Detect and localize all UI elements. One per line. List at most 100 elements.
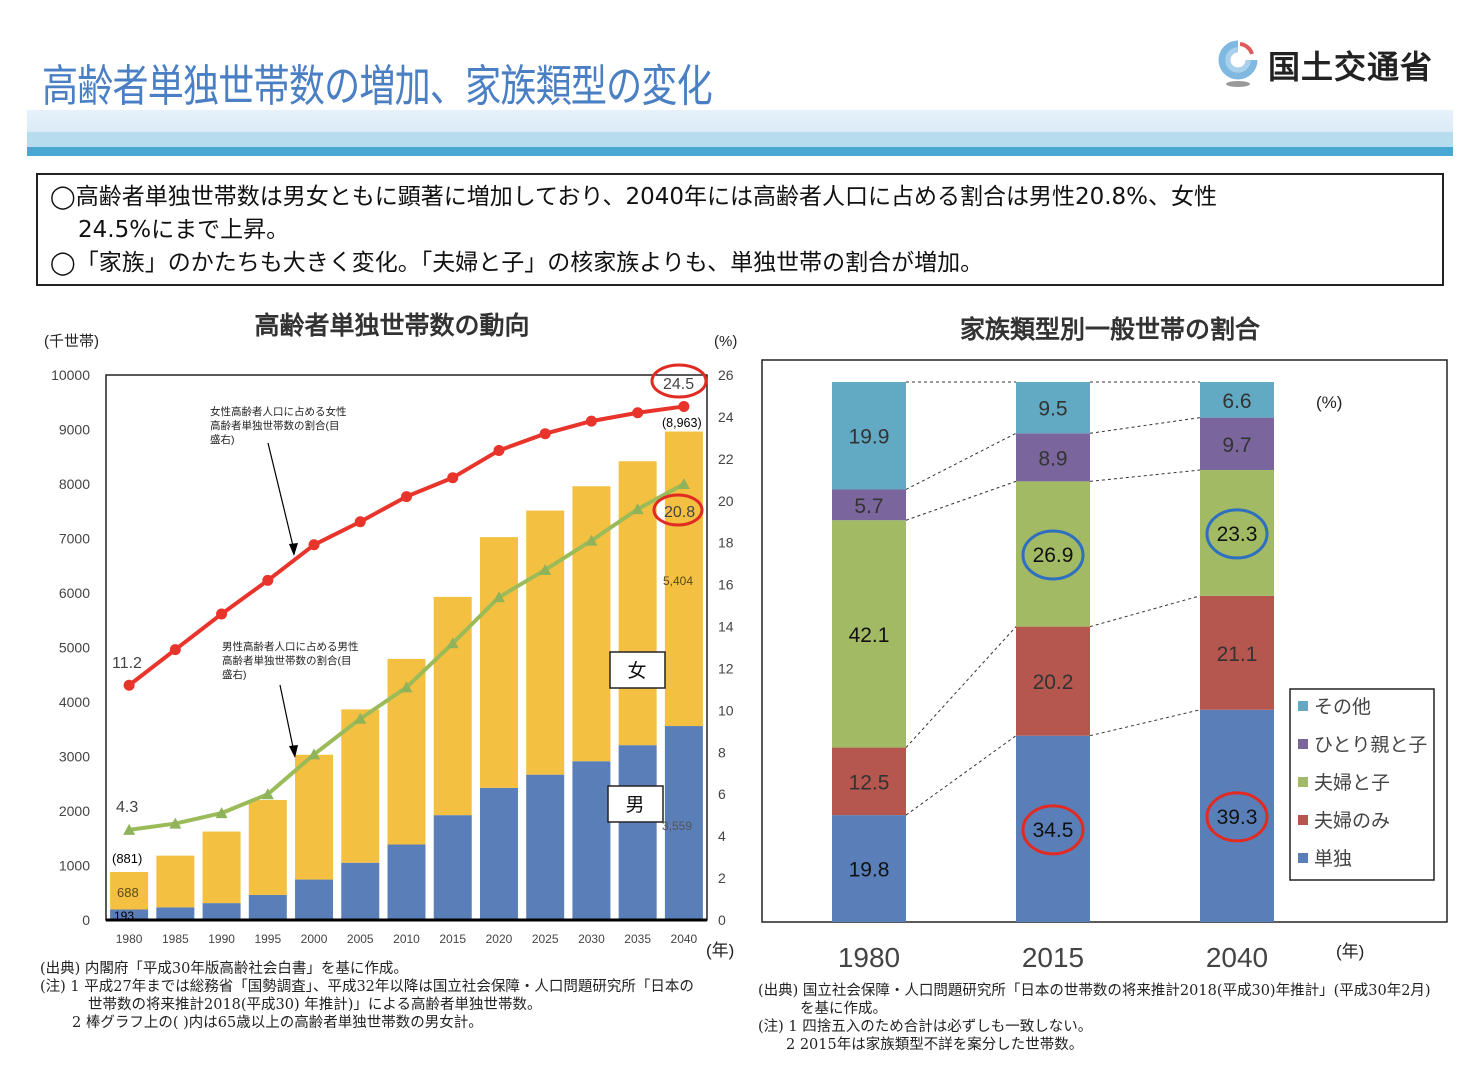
bar-segment-couple-only bbox=[832, 747, 906, 816]
y-tick-label: 2000 bbox=[59, 803, 90, 819]
female-line-label-1: 女性高齢者人口に占める女性 bbox=[210, 405, 347, 418]
y2-tick-label: 8 bbox=[718, 744, 726, 760]
segment-connector-line bbox=[1089, 595, 1201, 628]
bar-segment-couple-with-children bbox=[1200, 470, 1274, 596]
ministry-logo: 国土交通省 bbox=[1216, 40, 1433, 90]
first-female-label: 688 bbox=[117, 885, 139, 900]
female-label-arrow bbox=[267, 442, 295, 551]
x-tick-label: 2010 bbox=[393, 932, 420, 946]
male-line-label-1: 男性高齢者人口に占める男性 bbox=[222, 640, 359, 653]
right-note-1: (注) 1 四捨五入のため合計は必ずしも一致しない。 bbox=[758, 1019, 1093, 1035]
male-ratio-point bbox=[354, 712, 367, 724]
male-ratio-point bbox=[539, 563, 552, 575]
male-ratio-point bbox=[631, 503, 644, 515]
segment-connector-line bbox=[905, 432, 1017, 490]
female-ratio-point bbox=[169, 644, 181, 656]
segment-value-label: 9.7 bbox=[1222, 434, 1251, 457]
female-legend-box bbox=[609, 651, 666, 689]
segment-value-label: 5.7 bbox=[854, 495, 883, 518]
x-tick-label: 2015 bbox=[439, 932, 466, 946]
segment-value-label: 12.5 bbox=[849, 771, 890, 794]
male-ratio-point bbox=[492, 591, 505, 603]
female-ratio-point bbox=[585, 415, 597, 427]
y-tick-label: 10000 bbox=[51, 367, 90, 383]
legend-label: その他 bbox=[1314, 696, 1371, 718]
x-tick-label: 2020 bbox=[486, 932, 513, 946]
female-legend-label: 女 bbox=[627, 660, 646, 682]
bar-segment-male bbox=[110, 909, 149, 920]
ministry-name: 国土交通省 bbox=[1268, 48, 1434, 86]
bar-segment-female bbox=[341, 709, 380, 863]
bar-segment-female bbox=[110, 871, 149, 910]
female-ratio-point bbox=[262, 574, 274, 586]
y-tick-label: 6000 bbox=[59, 585, 90, 601]
segment-value-label: 21.1 bbox=[1217, 643, 1258, 666]
x-tick-label: 1995 bbox=[254, 932, 281, 946]
bar-segment-male bbox=[526, 774, 565, 920]
segment-value-label: 34.5 bbox=[1033, 819, 1074, 842]
segment-value-label: 39.3 bbox=[1217, 806, 1258, 829]
bar-segment-other bbox=[1200, 382, 1274, 418]
legend-frame bbox=[1289, 688, 1435, 881]
y-tick-label: 3000 bbox=[59, 749, 90, 765]
male-legend-box bbox=[607, 785, 664, 823]
bar-segment-male bbox=[387, 844, 426, 920]
female-line-label-2: 高齢者単独世帯数の割合(目 bbox=[210, 419, 340, 432]
male-ratio-point bbox=[261, 788, 274, 800]
bar-segment-single-parent bbox=[1200, 417, 1274, 471]
male-line-label-3: 盛右) bbox=[222, 668, 247, 681]
female-line-label-3: 盛右) bbox=[210, 433, 235, 446]
summary-line-1: ◯高齢者単独世帯数は男女ともに顕著に増加しており、2040年には高齢者人口に占め… bbox=[50, 184, 1218, 210]
bar-segment-female bbox=[248, 799, 287, 895]
last-total-label: (8,963) bbox=[662, 416, 702, 430]
highlight-circle-blue bbox=[1205, 508, 1269, 560]
male-ratio-point bbox=[215, 807, 228, 819]
bar-segment-couple-with-children bbox=[832, 520, 906, 748]
y2-tick-label: 20 bbox=[718, 493, 734, 509]
highlight-circle-female-end bbox=[650, 363, 708, 399]
male-ratio-point bbox=[400, 681, 413, 693]
male-start-label: 4.3 bbox=[116, 799, 138, 816]
legend-label: 単独 bbox=[1314, 848, 1352, 870]
bar-segment-single bbox=[832, 815, 906, 922]
bar-segment-male bbox=[664, 726, 703, 920]
y-tick-label: 8000 bbox=[59, 476, 90, 492]
male-ratio-point bbox=[123, 823, 136, 835]
bar-segment-male bbox=[479, 787, 518, 920]
highlight-circle-male-end bbox=[652, 493, 704, 527]
female-ratio-point bbox=[308, 539, 320, 551]
highlight-circle-blue bbox=[1021, 529, 1085, 581]
female-ratio-point bbox=[493, 444, 505, 456]
male-ratio-point bbox=[677, 478, 690, 489]
bar-segment-single-parent bbox=[832, 489, 906, 521]
male-ratio-point bbox=[446, 637, 459, 649]
right-source-note: (出典) 国立社会保障・人口問題研究所「日本の世帯数の将来推計2018(平成30… bbox=[758, 982, 1431, 1054]
segment-value-label: 20.2 bbox=[1033, 671, 1074, 694]
bar-segment-single bbox=[1200, 709, 1274, 922]
x-tick-label: 1990 bbox=[208, 932, 235, 946]
last-male-label: 3,559 bbox=[662, 819, 692, 833]
y2-tick-label: 2 bbox=[718, 870, 726, 886]
arrowhead-icon bbox=[289, 745, 298, 758]
segment-connector-line bbox=[1089, 709, 1201, 737]
male-ratio-point bbox=[308, 748, 321, 760]
first-total-label: (881) bbox=[112, 851, 142, 866]
header-band-light bbox=[27, 110, 1453, 132]
y-tick-label: 0 bbox=[82, 912, 90, 928]
y2-tick-label: 14 bbox=[718, 619, 734, 635]
female-end-label: 24.5 bbox=[663, 376, 694, 393]
page-title: 高齢者単独世帯数の増加、家族類型の変化 bbox=[42, 61, 713, 112]
y2-tick-label: 22 bbox=[718, 451, 734, 467]
male-ratio-point bbox=[169, 817, 182, 829]
left-y-axis-unit: (千世帯) bbox=[44, 333, 99, 350]
male-ratio-point bbox=[585, 534, 598, 546]
segment-connector-line bbox=[905, 480, 1017, 521]
elderly-single-households-chart: 高齢者単独世帯数の動向 (千世帯) (%) (年) 0 1000 2000 3000 4… bbox=[44, 311, 737, 960]
y2-tick-label: 10 bbox=[718, 702, 734, 718]
y-tick-label: 5000 bbox=[59, 640, 90, 656]
segment-value-label: 42.1 bbox=[849, 624, 890, 647]
segment-value-label: 9.5 bbox=[1038, 398, 1067, 421]
y2-tick-label: 4 bbox=[718, 828, 726, 844]
bar-segment-male bbox=[618, 745, 657, 920]
segment-value-label: 26.9 bbox=[1033, 544, 1074, 567]
